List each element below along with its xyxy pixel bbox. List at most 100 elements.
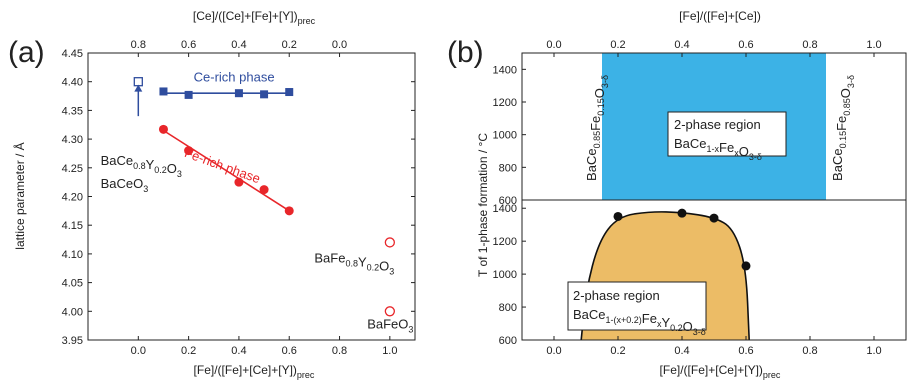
a-point-circle <box>284 206 294 216</box>
a-point-circle <box>158 124 168 134</box>
panel-a-plot-frame <box>87 52 416 341</box>
a-x2tick-label: 0.2 <box>282 39 297 51</box>
b-top-xtick-label: 0.6 <box>738 39 753 51</box>
b-top-region-label-formula-part: BaCe <box>674 136 707 151</box>
a-annotation-2-sub: 0.8 <box>345 259 358 269</box>
b-top-region-label-formula-part: O <box>739 144 749 159</box>
a-ytick-label: 4.00 <box>62 306 83 318</box>
b-top-region-label-formula: BaCe1-xFexO3-δ <box>674 136 762 162</box>
a-open-square <box>133 77 143 87</box>
a-ytick-label: 4.40 <box>62 77 83 89</box>
b-bottom-ytick-label: 1200 <box>493 236 517 248</box>
a-annotation-1-part: BaCeO <box>101 176 144 191</box>
b-top-region-label-line1: 2-phase region <box>674 117 761 132</box>
b-bottom-region-label-formula-sub: 1-(x+0.2) <box>606 315 642 325</box>
panel-a-data: BaCe0.8Y0.2O3BaCeO3BaFe0.8Y0.2O3BaFeO3Ce… <box>101 70 414 335</box>
b-bottom-region-label-formula: BaCe1-(x+0.2)FexY0.2O3-δ <box>573 307 706 337</box>
b-top-left-compound-part: O <box>592 88 607 98</box>
a-ytick-label: 4.45 <box>62 48 83 60</box>
b-top-region-label-formula-sub: 3-δ <box>749 152 762 162</box>
a-annotation-2-part: O <box>379 259 389 274</box>
b-top-region-label-box <box>667 111 787 157</box>
b-bottom-region-label-formula-part: BaCe <box>573 307 606 322</box>
a-ytick-label: 4.10 <box>62 249 83 261</box>
panel-a-label: (a) <box>8 36 45 69</box>
b-top-left-compound-sub: 0.85 <box>592 131 602 149</box>
b-top-xtick-label: 0.8 <box>802 39 817 51</box>
b-bottom-xtick-label: 0.4 <box>674 345 689 357</box>
panel-b-ylabel: T of 1-phase formation / °C <box>476 133 490 277</box>
a-annotation-2-sub: 0.2 <box>367 263 380 273</box>
a-ytick-label: 4.30 <box>62 134 83 146</box>
a-annotation-0-part: Y <box>146 157 155 172</box>
a-xtick-label: 1.0 <box>382 345 397 357</box>
b-top-right-compound: BaCe0.15Fe0.85O3-δ <box>830 75 856 181</box>
a-ytick-label: 3.95 <box>62 335 83 347</box>
panel-b-xlabel-sub: prec <box>763 370 781 380</box>
a-annotation-0-sub: 3 <box>177 169 182 179</box>
panel-b-label: (b) <box>447 36 484 69</box>
a-annotation-3-sub: 3 <box>408 325 413 335</box>
b-top-left-compound-sub: 3-δ <box>600 75 610 88</box>
panel-a-xlabel-sub: prec <box>297 370 315 380</box>
a-annotation-1-sub: 3 <box>143 184 148 194</box>
panel-a-x2label-sub: prec <box>298 16 316 26</box>
a-annotation-1: BaCeO3 <box>101 176 149 194</box>
b-bottom-point <box>709 213 719 223</box>
b-bottom-xtick-label: 1.0 <box>866 345 881 357</box>
a-xtick-label: 0.8 <box>332 345 347 357</box>
a-point-square <box>159 87 168 96</box>
b-bottom-xtick-label: 0.0 <box>546 345 561 357</box>
b-top-ytick-label: 1000 <box>493 130 517 142</box>
a-ytick-label: 4.35 <box>62 105 83 117</box>
panel-b-xlabel: [Fe]/([Fe]+[Ce]+[Y])prec <box>660 363 781 380</box>
b-top-right-compound-sub: 3-δ <box>846 75 856 88</box>
b-top-xtick-label: 0.4 <box>674 39 689 51</box>
a-phase-label-1: Fe-rich phase <box>183 145 263 186</box>
b-top-right-compound-sub: 0.85 <box>842 98 852 116</box>
a-annotation-0-part: O <box>167 161 177 176</box>
panel-a-x2label: [Ce]/([Ce]+[Fe]+[Y])prec <box>193 9 316 26</box>
panel-b-x2label: [Fe]/([Fe]+[Ce]) <box>679 9 761 23</box>
panel-b-top-plot: 600 800 1000 1200 1400 0.0 0.2 0.4 0.6 0.8 1.0 2-ph… <box>493 39 907 207</box>
a-point-square <box>184 90 193 99</box>
b-bottom-ytick-label: 1000 <box>493 269 517 281</box>
b-bottom-region-label-line1: 2-phase region <box>573 288 660 303</box>
b-top-xtick-label: 0.2 <box>610 39 625 51</box>
panel-a-xlabel-main: [Fe]/([Fe]+[Ce]+[Y]) <box>194 363 297 377</box>
panel-b-bottom-plot: 600 800 1000 1200 1400 0.0 0.2 0.4 0.6 0.8 1.0 2-ph… <box>493 199 907 357</box>
a-open-circle <box>384 306 395 317</box>
b-top-left-compound: BaCe0.85Fe0.15O3-δ <box>584 75 610 181</box>
b-bottom-ytick-label: 1400 <box>493 203 517 215</box>
b-top-left-compound-part: Fe <box>588 116 603 131</box>
b-top-region-label-formula-sub: 1-x <box>707 144 720 154</box>
a-point-circle <box>184 146 194 156</box>
panel-b-xlabel-main: [Fe]/([Fe]+[Ce]+[Y]) <box>660 363 763 377</box>
b-bottom-region-label-formula-sub: 0.2 <box>670 323 683 333</box>
b-bottom-ytick-label: 800 <box>499 302 517 314</box>
b-bottom-region-label-formula-sub: 3-δ <box>693 327 706 337</box>
b-bottom-region-label-formula-part: O <box>683 319 693 334</box>
a-ytick-label: 4.05 <box>62 278 83 290</box>
b-bottom-region-label-formula-part: Y <box>661 315 670 330</box>
a-annotation-0: BaCe0.8Y0.2O3 <box>101 153 182 179</box>
a-annotation-0-part: BaCe <box>101 153 134 168</box>
a-ytick-label: 4.20 <box>62 192 83 204</box>
a-phase-label-0: Ce-rich phase <box>194 70 275 85</box>
a-xtick-label: 0.6 <box>282 345 297 357</box>
b-top-ytick-label: 600 <box>499 195 517 207</box>
b-top-left-compound-sub: 0.15 <box>596 98 606 116</box>
a-ytick-label: 4.25 <box>62 163 83 175</box>
a-point-circle <box>259 185 269 195</box>
b-bottom-ytick-label: 600 <box>499 335 517 347</box>
panel-a-ticks: 3.95 4.00 4.05 4.10 4.15 4.20 4.25 4.30 4.35 4.40… <box>62 39 415 357</box>
a-annotation-2: BaFe0.8Y0.2O3 <box>314 251 394 277</box>
a-xtick-label: 0.2 <box>181 345 196 357</box>
a-annotation-0-sub: 0.8 <box>133 161 146 171</box>
panel-a: (a) 3.95 4.00 4.05 4.10 4.15 4.20 4.25 4.30 4.35… <box>8 9 416 380</box>
b-top-region-label-formula-part: Fe <box>719 140 734 155</box>
a-fit-line <box>163 129 290 212</box>
a-annotation-0-sub: 0.2 <box>154 165 167 175</box>
b-bottom-point <box>677 208 687 218</box>
